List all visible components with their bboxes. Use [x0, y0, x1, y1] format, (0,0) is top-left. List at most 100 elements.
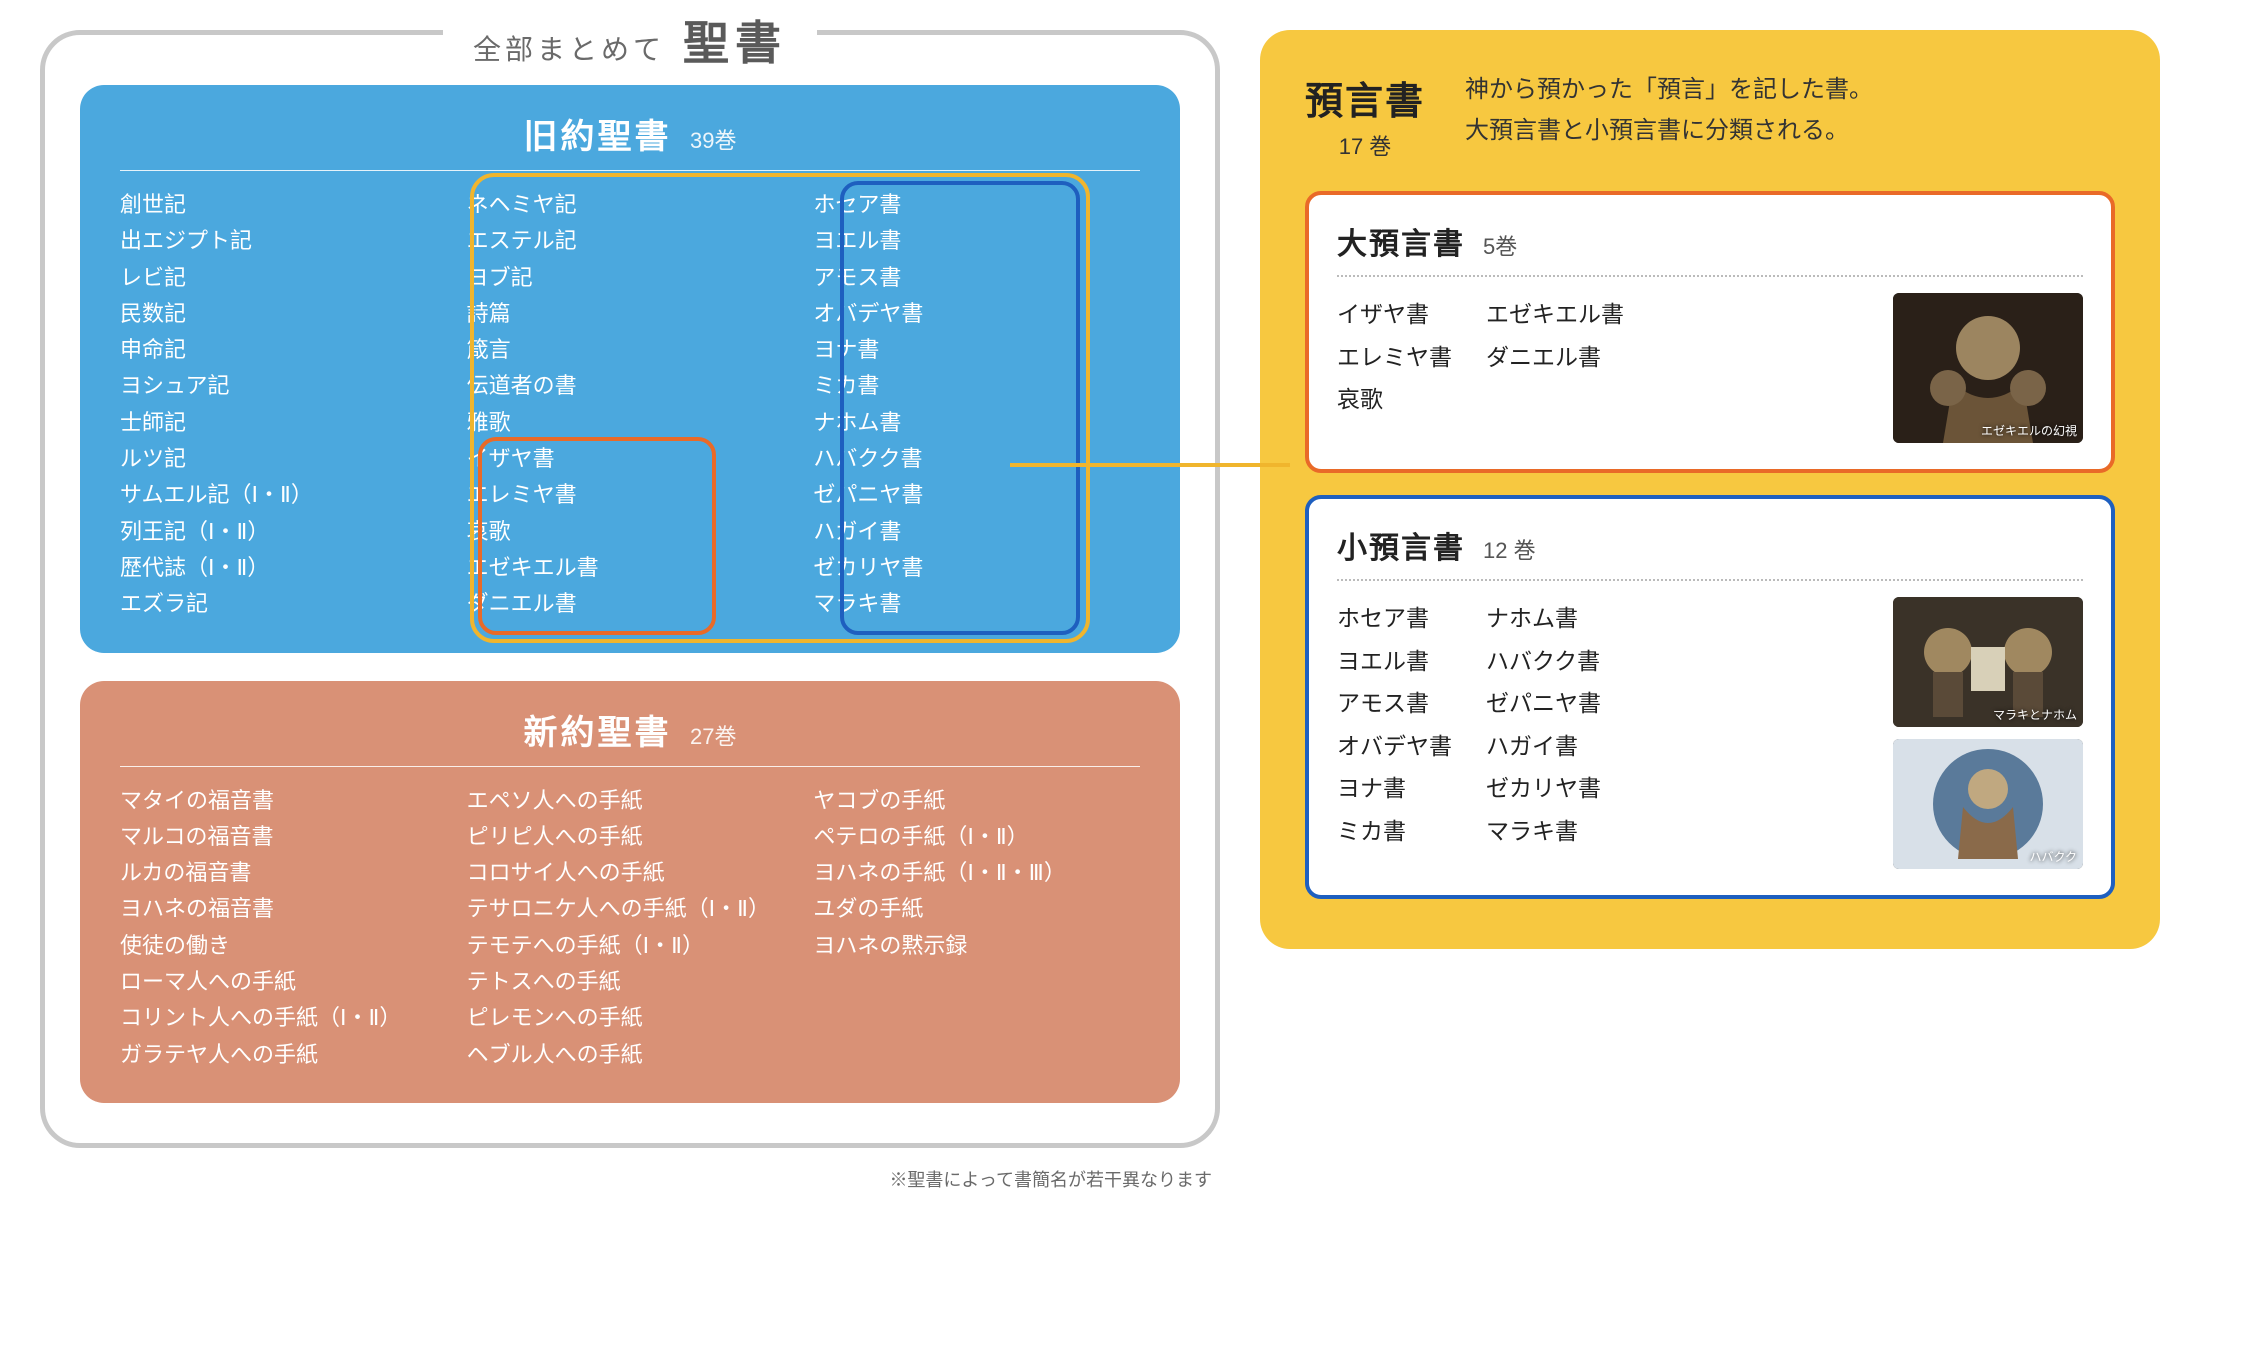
thumb-ezekiel-caption: エゼキエルの幻視	[1981, 422, 2077, 439]
book-item: ヘブル人への手紙	[467, 1037, 794, 1073]
book-item: ペテロの手紙（Ⅰ・Ⅱ）	[813, 819, 1140, 855]
prophets-count: 17 巻	[1305, 129, 1425, 161]
book-item: マルコの福音書	[120, 819, 447, 855]
book-item: エペソ人への手紙	[467, 783, 794, 819]
nt-count: 27巻	[690, 724, 736, 749]
ot-count: 39巻	[690, 128, 736, 153]
nt-title: 新約聖書	[524, 714, 672, 752]
book-item: ダニエル書	[467, 586, 794, 622]
prophets-desc: 神から預かった「預言」を記した書。 大預言書と小預言書に分類される。	[1465, 70, 2115, 152]
thumb-ezekiel: エゼキエルの幻視	[1893, 293, 2083, 443]
book-item: アモス書	[1337, 682, 1452, 725]
book-item: オバデヤ書	[813, 296, 1140, 332]
prophets-desc-1: 神から預かった「預言」を記した書。	[1465, 70, 2115, 111]
book-item: ヨエル書	[813, 223, 1140, 259]
book-item: エゼキエル書	[1486, 293, 1624, 336]
footnote: ※聖書によって書簡名が若干異なります	[40, 1166, 1212, 1192]
book-item: ゼカリヤ書	[813, 550, 1140, 586]
book-item: テモテへの手紙（Ⅰ・Ⅱ）	[467, 928, 794, 964]
ot-title: 旧約聖書	[524, 118, 672, 156]
book-item: イザヤ書	[1337, 293, 1452, 336]
book-item: エステル記	[467, 223, 794, 259]
book-item: 雅歌	[467, 405, 794, 441]
book-item: 哀歌	[1337, 378, 1452, 421]
minor-count: 12 巻	[1483, 533, 1536, 565]
book-item: ネヘミヤ記	[467, 187, 794, 223]
major-prophets-card: 大預言書 5巻 イザヤ書エレミヤ書哀歌 エゼキエル書ダニエル書	[1305, 191, 2115, 473]
book-item: ピレモンへの手紙	[467, 1000, 794, 1036]
book-item: ヨハネの手紙（Ⅰ・Ⅱ・Ⅲ）	[813, 855, 1140, 891]
book-item: コリント人への手紙（Ⅰ・Ⅱ）	[120, 1000, 447, 1036]
major-count: 5巻	[1483, 229, 1517, 261]
book-item: サムエル記（Ⅰ・Ⅱ）	[120, 477, 447, 513]
book-item: テサロニケ人への手紙（Ⅰ・Ⅱ）	[467, 891, 794, 927]
book-item: ルカの福音書	[120, 855, 447, 891]
book-item: 哀歌	[467, 514, 794, 550]
book-item: ハガイ書	[813, 514, 1140, 550]
book-item: ゼカリヤ書	[1486, 767, 1601, 810]
book-item: ピリピ人への手紙	[467, 819, 794, 855]
prophets-desc-2: 大預言書と小預言書に分類される。	[1465, 111, 2115, 152]
book-item: ゼパニヤ書	[1486, 682, 1601, 725]
book-item: ガラテヤ人への手紙	[120, 1037, 447, 1073]
book-item: 民数記	[120, 296, 447, 332]
book-item: ヤコブの手紙	[813, 783, 1140, 819]
book-item: ナホム書	[1486, 597, 1601, 640]
book-item: マラキ書	[813, 586, 1140, 622]
book-item: ヨブ記	[467, 260, 794, 296]
nt-books: マタイの福音書マルコの福音書ルカの福音書ヨハネの福音書使徒の働きローマ人への手紙…	[120, 783, 1140, 1073]
bible-container: 全部まとめて 聖書 旧約聖書 39巻 創世記出エジプト記レビ記民数記申命記ヨシュ…	[40, 30, 1220, 1148]
book-item: エズラ記	[120, 586, 447, 622]
minor-prophets-card: 小預言書 12 巻 ホセア書ヨエル書アモス書オバデヤ書ヨナ書ミカ書 ナホム書ハバ…	[1305, 495, 2115, 899]
book-item: 使徒の働き	[120, 928, 447, 964]
book-item: ミカ書	[813, 368, 1140, 404]
book-item: ヨハネの黙示録	[813, 928, 1140, 964]
book-item: ハガイ書	[1486, 725, 1601, 768]
book-item: 伝道者の書	[467, 368, 794, 404]
ot-books: 創世記出エジプト記レビ記民数記申命記ヨシュア記士師記ルツ記サムエル記（Ⅰ・Ⅱ）列…	[120, 187, 1140, 623]
book-item: コロサイ人への手紙	[467, 855, 794, 891]
minor-title: 小預言書	[1337, 523, 1465, 567]
minor-books: ホセア書ヨエル書アモス書オバデヤ書ヨナ書ミカ書 ナホム書ハバクク書ゼパニヤ書ハガ…	[1337, 597, 1871, 852]
old-testament-panel: 旧約聖書 39巻 創世記出エジプト記レビ記民数記申命記ヨシュア記士師記ルツ記サム…	[80, 85, 1180, 653]
book-item: ダニエル書	[1486, 336, 1624, 379]
bible-main-title: 全部まとめて 聖書	[443, 7, 817, 73]
book-item: ハバクク書	[1486, 640, 1601, 683]
book-item: ルツ記	[120, 441, 447, 477]
book-item: マタイの福音書	[120, 783, 447, 819]
book-item: ヨシュア記	[120, 368, 447, 404]
book-item: 出エジプト記	[120, 223, 447, 259]
book-item: 創世記	[120, 187, 447, 223]
book-item: 列王記（Ⅰ・Ⅱ）	[120, 514, 447, 550]
book-item: レビ記	[120, 260, 447, 296]
book-item: ヨエル書	[1337, 640, 1452, 683]
book-item: 士師記	[120, 405, 447, 441]
book-item: ハバクク書	[813, 441, 1140, 477]
book-item: テトスへの手紙	[467, 964, 794, 1000]
major-title: 大預言書	[1337, 219, 1465, 263]
book-item: ヨナ書	[1337, 767, 1452, 810]
book-item: 歴代誌（Ⅰ・Ⅱ）	[120, 550, 447, 586]
thumb-habakkuk-caption: ハバクク	[2029, 848, 2077, 865]
book-item: エレミヤ書	[467, 477, 794, 513]
book-item: オバデヤ書	[1337, 725, 1452, 768]
book-item: ヨハネの福音書	[120, 891, 447, 927]
title-main: 聖書	[683, 7, 787, 73]
book-item: 申命記	[120, 332, 447, 368]
prophets-panel: 預言書 17 巻 神から預かった「預言」を記した書。 大預言書と小預言書に分類さ…	[1260, 30, 2160, 949]
book-item: 詩篇	[467, 296, 794, 332]
title-pre: 全部まとめて	[473, 28, 665, 68]
book-item: ナホム書	[813, 405, 1140, 441]
book-item: ホセア書	[813, 187, 1140, 223]
book-item: イザヤ書	[467, 441, 794, 477]
book-item: ユダの手紙	[813, 891, 1140, 927]
thumb-habakkuk: ハバクク	[1893, 739, 2083, 869]
book-item: ローマ人への手紙	[120, 964, 447, 1000]
thumb-malachi-nahum: マラキとナホム	[1893, 597, 2083, 727]
book-item: アモス書	[813, 260, 1140, 296]
book-item: ホセア書	[1337, 597, 1452, 640]
new-testament-panel: 新約聖書 27巻 マタイの福音書マルコの福音書ルカの福音書ヨハネの福音書使徒の働…	[80, 681, 1180, 1103]
prophets-title: 預言書	[1305, 70, 1425, 125]
book-item: マラキ書	[1486, 810, 1601, 853]
book-item: ヨナ書	[813, 332, 1140, 368]
